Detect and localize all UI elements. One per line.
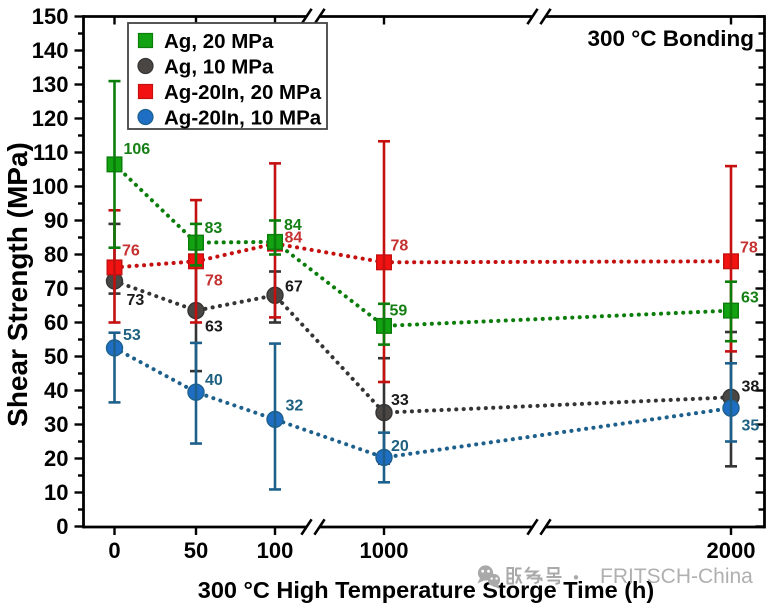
svg-text:67: 67: [285, 279, 303, 296]
svg-text:70: 70: [44, 276, 68, 301]
svg-text:84: 84: [284, 217, 302, 234]
svg-text:33: 33: [391, 392, 409, 409]
svg-text:0: 0: [108, 538, 120, 563]
svg-text:FRITSCH-China: FRITSCH-China: [600, 565, 753, 588]
svg-text:110: 110: [33, 140, 69, 165]
svg-text:40: 40: [205, 372, 223, 389]
svg-text:78: 78: [740, 240, 758, 257]
svg-text:38: 38: [742, 379, 760, 396]
svg-text:90: 90: [44, 208, 68, 233]
svg-text:120: 120: [32, 106, 69, 131]
svg-text:50: 50: [184, 538, 208, 563]
svg-text:40: 40: [44, 378, 68, 403]
svg-text:20: 20: [44, 446, 68, 471]
svg-text:53: 53: [123, 327, 141, 344]
svg-text:32: 32: [286, 398, 304, 415]
svg-text:78: 78: [391, 238, 409, 255]
svg-text:Ag-20In, 20 MPa: Ag-20In, 20 MPa: [164, 81, 322, 104]
svg-text:2000: 2000: [707, 538, 756, 563]
svg-text:83: 83: [205, 220, 223, 237]
svg-text:73: 73: [127, 292, 145, 309]
svg-text:60: 60: [44, 310, 68, 335]
svg-text:130: 130: [32, 72, 69, 97]
svg-text:84: 84: [285, 230, 303, 247]
svg-text:Ag, 10 MPa: Ag, 10 MPa: [164, 56, 274, 79]
svg-text:1000: 1000: [360, 538, 409, 563]
svg-text:Shear Strength (MPa): Shear Strength (MPa): [2, 142, 33, 427]
svg-text:76: 76: [122, 243, 140, 260]
svg-text:300 °C Bonding: 300 °C Bonding: [587, 26, 754, 51]
svg-text:50: 50: [44, 344, 68, 369]
svg-text:78: 78: [205, 273, 223, 290]
svg-text:35: 35: [742, 418, 760, 435]
svg-text:106: 106: [124, 141, 151, 158]
svg-text:100: 100: [32, 174, 69, 199]
svg-text:Ag-20In, 10 MPa: Ag-20In, 10 MPa: [164, 107, 322, 130]
svg-text:0: 0: [56, 514, 68, 539]
svg-text:140: 140: [32, 38, 69, 63]
svg-text:30: 30: [44, 412, 68, 437]
svg-text:10: 10: [44, 480, 68, 505]
svg-text:63: 63: [205, 319, 223, 336]
svg-text:59: 59: [390, 303, 408, 320]
svg-text:300 °C High Temperature Storge: 300 °C High Temperature Storge Time (h): [198, 577, 654, 603]
svg-text:80: 80: [44, 242, 68, 267]
svg-text:150: 150: [32, 4, 69, 29]
svg-text:20: 20: [391, 438, 409, 455]
svg-text:100: 100: [257, 538, 294, 563]
svg-text:Ag, 20 MPa: Ag, 20 MPa: [164, 30, 274, 53]
svg-text:63: 63: [741, 290, 759, 307]
